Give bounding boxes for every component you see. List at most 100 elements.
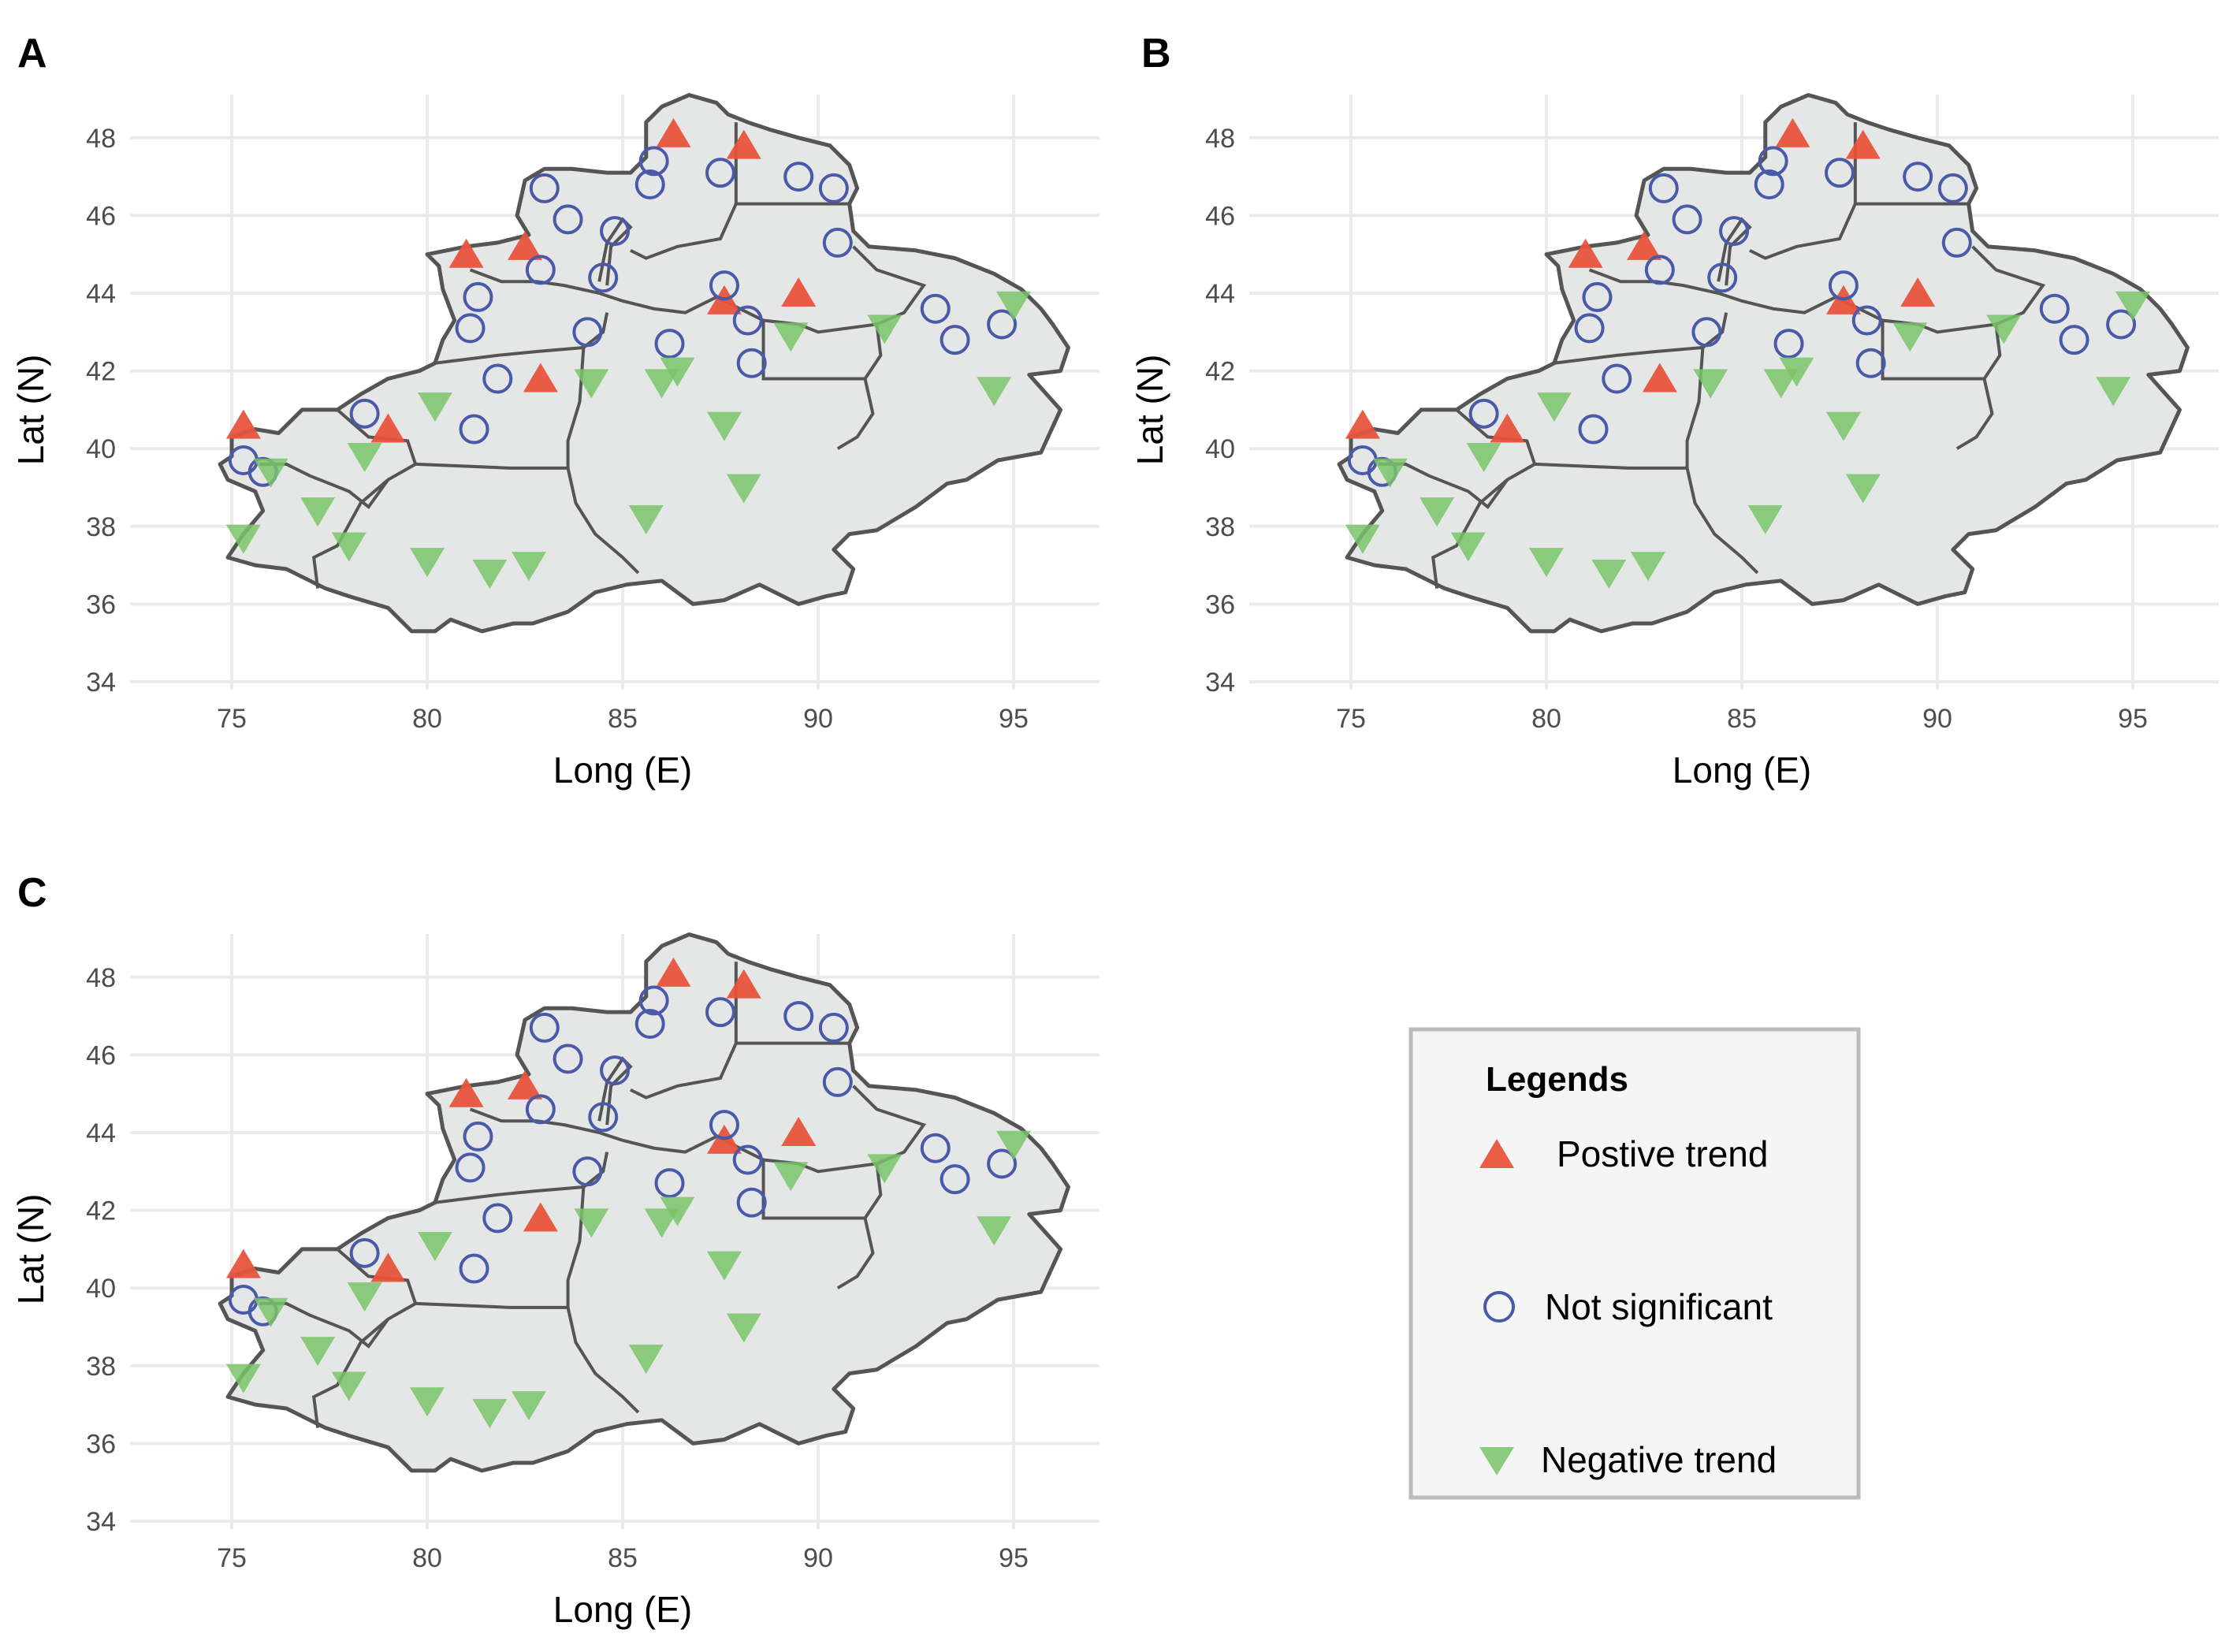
prefecture-border: [435, 313, 607, 363]
panel-a-ytick-34: 34: [86, 668, 116, 698]
panel-a-xtick-80: 80: [412, 704, 442, 734]
panel-c-negative-marker: [628, 1344, 664, 1374]
panel-c-xlabel: Long (E): [553, 1589, 692, 1630]
panel-b-positive-marker: [1775, 117, 1810, 147]
panel-c-ns-marker: [818, 1012, 849, 1043]
panel-c-ns-marker: [600, 1055, 631, 1086]
panel-c-ns-marker: [940, 1164, 970, 1195]
panel-a-ns-marker: [709, 270, 739, 301]
panel-c-ns-marker: [709, 1110, 739, 1140]
panel-b-ns-marker: [1941, 227, 1972, 258]
panel-a-negative-marker: [996, 291, 1031, 321]
panel-a-positive-marker: [726, 129, 761, 159]
panel-a-ns-marker: [940, 325, 970, 355]
panel-c-xtick-75: 75: [217, 1543, 247, 1573]
panel-c-ytick-38: 38: [86, 1352, 116, 1382]
panel-c-negative-marker: [253, 1297, 288, 1327]
panel-c-ns-marker: [920, 1133, 951, 1163]
panel-a-ytick-38: 38: [86, 512, 116, 542]
panel-a-negative-marker: [300, 497, 336, 527]
panel-c-positive-marker: [726, 969, 761, 999]
panel-b-ytick-44: 44: [1205, 279, 1235, 309]
panel-b-negative-marker: [1466, 443, 1501, 473]
panel-b-ns-marker: [1707, 262, 1738, 293]
panel-b-ns-marker: [1468, 398, 1499, 429]
panel-b-negative-marker: [1763, 369, 1799, 399]
panel-b-ns-marker: [1825, 158, 1855, 188]
panel-a-positive-marker: [448, 238, 484, 268]
panel-b-xtick-80: 80: [1531, 704, 1561, 734]
panel-b-negative-marker: [1345, 524, 1380, 554]
panel-b-ns-marker: [1855, 348, 1886, 378]
panel-c-points: [225, 957, 1031, 1428]
panel-a-ytick-40: 40: [86, 434, 116, 464]
panel-c-negative-marker: [867, 1154, 902, 1184]
panel-a-ns-marker: [634, 169, 665, 199]
panel-a-negative-marker: [347, 443, 382, 473]
panel-c-ytick-44: 44: [86, 1118, 116, 1148]
panel-a-ytick-42: 42: [86, 357, 116, 387]
panel-a-positive-marker: [656, 117, 691, 147]
panel-a-ytick-46: 46: [86, 201, 116, 231]
panel-a-negative-marker: [773, 322, 809, 352]
prefecture-border: [568, 1187, 638, 1412]
prefecture-border: [415, 464, 567, 468]
region-outline: [220, 95, 1068, 631]
panel-a-ns-marker: [600, 216, 631, 247]
panel-c-ns-marker: [553, 1044, 583, 1074]
prefecture-border: [415, 1304, 567, 1308]
panel-a-positive-marker: [225, 409, 261, 439]
panel-c-negative-marker: [225, 1364, 261, 1393]
panel-c-negative-marker: [660, 1196, 695, 1226]
panel-c-positive-marker: [523, 1202, 558, 1232]
panel-a-negative-marker: [331, 532, 367, 562]
panel-b-ns-marker: [1903, 162, 1933, 192]
panel-a-ns-marker: [987, 309, 1018, 340]
panel-c-ns-marker: [459, 1253, 489, 1284]
panel-a-ns-marker: [482, 363, 513, 394]
panel-a-negative-marker: [726, 474, 761, 504]
panel-c-negative-marker: [726, 1313, 761, 1343]
panel-b-ns-marker: [1851, 305, 1882, 336]
panel-c-positive-marker: [448, 1077, 484, 1107]
prefecture-border: [599, 1086, 924, 1171]
panel-a-ns-marker: [654, 329, 685, 359]
panel-c-ytick-34: 34: [86, 1507, 116, 1537]
region-outline: [220, 935, 1068, 1471]
not-significant-icon: [1483, 1291, 1515, 1323]
panel-a-negative-marker: [253, 458, 288, 488]
panel-a-ytick-36: 36: [86, 590, 116, 620]
panel-c-ytick-40: 40: [86, 1274, 116, 1304]
panel-a-ns-marker: [349, 398, 380, 429]
panel-c-ytick-42: 42: [86, 1196, 116, 1226]
panel-a-negative-marker: [417, 392, 452, 422]
panel-b-negative-marker: [1450, 532, 1486, 562]
panel-c-xtick-90: 90: [803, 1543, 833, 1573]
positive-trend-icon: [1479, 1139, 1514, 1168]
prefecture-border: [1535, 464, 1687, 468]
prefecture-border: [1687, 348, 1758, 573]
panel-c-negative-marker: [300, 1337, 336, 1367]
panel-c-ns-marker: [705, 997, 735, 1028]
panel-a-ns-marker: [818, 173, 849, 203]
panel-b-negative-marker: [1892, 322, 1928, 352]
panel-c-negative-marker: [511, 1391, 546, 1421]
panel-b-ns-marker: [1644, 255, 1675, 285]
panel-b-positive-marker: [1490, 413, 1525, 443]
panel-c-positive-marker: [781, 1117, 817, 1146]
panel-b-ns-marker: [1937, 173, 1968, 203]
panel-b-positive-marker: [1642, 363, 1677, 393]
panel-a-map: [220, 95, 1068, 631]
panel-a-ytick-44: 44: [86, 279, 116, 309]
panel-a-ns-marker: [705, 158, 735, 188]
panel-c-negative-marker: [996, 1130, 1031, 1160]
prefecture-border: [1554, 313, 1726, 363]
panel-a-xlabel: Long (E): [553, 750, 692, 791]
panel-c-ns-marker: [732, 1144, 763, 1175]
panel-b-ytick-34: 34: [1205, 668, 1235, 698]
prefecture-border: [599, 247, 924, 332]
panel-b-points: [1345, 117, 2150, 589]
panel-b-ytick-48: 48: [1205, 124, 1235, 154]
panel-a-negative-marker: [574, 369, 609, 399]
panel-c-ytick-48: 48: [86, 963, 116, 993]
